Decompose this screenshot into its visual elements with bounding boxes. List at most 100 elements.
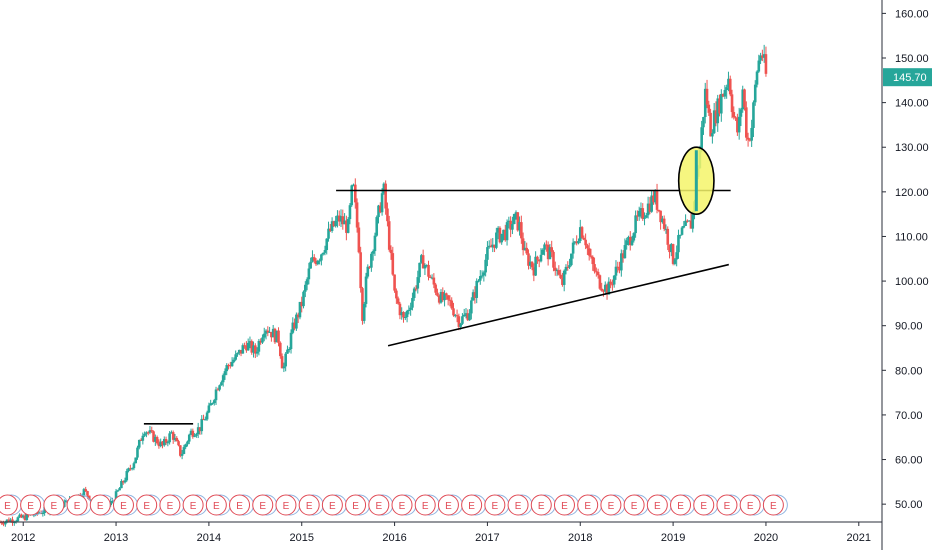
- earnings-marker[interactable]: E: [623, 494, 649, 516]
- candle-body: [186, 441, 189, 445]
- candle-body: [430, 277, 434, 279]
- earnings-marker-label: E: [97, 501, 104, 512]
- earnings-marker-circle: [437, 494, 459, 516]
- earnings-marker[interactable]: E: [321, 494, 347, 516]
- candle-body: [173, 437, 177, 440]
- candle-body: [555, 270, 559, 272]
- candle-body: [380, 193, 384, 213]
- earnings-marker[interactable]: E: [391, 494, 417, 516]
- candle-body: [561, 278, 564, 285]
- earnings-marker[interactable]: E: [739, 494, 765, 516]
- candle-body: [387, 221, 391, 250]
- earnings-marker[interactable]: E: [553, 494, 579, 516]
- last-price-tag: 145.70: [883, 68, 932, 87]
- earnings-marker[interactable]: E: [43, 494, 69, 516]
- candle-body: [611, 284, 614, 286]
- candle-body: [259, 340, 262, 343]
- candle-body: [680, 227, 684, 235]
- candle-body: [277, 330, 280, 343]
- earnings-marker[interactable]: E: [112, 494, 138, 516]
- candle-body: [493, 244, 496, 248]
- candle-body: [725, 87, 728, 90]
- earnings-marker[interactable]: E: [507, 494, 533, 516]
- candle-body: [478, 276, 482, 281]
- candle-body: [575, 241, 578, 244]
- earnings-marker[interactable]: E: [275, 494, 301, 516]
- candle-body: [284, 353, 287, 367]
- time-axis[interactable]: 2012 2013 2014 2015 2016 2017 2018 2019 2020 2021: [11, 522, 871, 544]
- candle-body: [425, 264, 429, 266]
- candle-body: [443, 293, 446, 301]
- candle-body: [386, 208, 389, 222]
- candle-body: [339, 216, 343, 222]
- earnings-marker[interactable]: E: [530, 494, 556, 516]
- x-tick-label: 2019: [661, 532, 685, 544]
- candle-body: [304, 284, 307, 292]
- earnings-marker-label: E: [468, 501, 475, 512]
- candle-body: [486, 247, 489, 260]
- candle-body: [711, 133, 714, 137]
- candle-body: [152, 431, 155, 442]
- earnings-marker[interactable]: E: [0, 494, 22, 516]
- support-trendline[interactable]: [387, 263, 729, 347]
- candle-body: [570, 253, 573, 266]
- earnings-marker[interactable]: E: [229, 494, 255, 516]
- earnings-marker-label: E: [51, 501, 58, 512]
- earnings-marker[interactable]: E: [368, 494, 394, 516]
- earnings-marker-label: E: [700, 501, 707, 512]
- candle-body: [295, 314, 298, 329]
- candle-body: [382, 183, 386, 194]
- earnings-marker-circle: [553, 494, 575, 516]
- earnings-marker[interactable]: E: [577, 494, 603, 516]
- candle-body: [264, 330, 268, 334]
- last-price-label: 145.70: [893, 72, 927, 84]
- earnings-marker[interactable]: E: [252, 494, 278, 516]
- candle-body: [86, 491, 89, 496]
- candle-body: [18, 514, 21, 518]
- candle-body: [752, 102, 755, 128]
- earnings-marker[interactable]: E: [345, 494, 371, 516]
- candle-body: [496, 227, 500, 233]
- candle-body: [366, 266, 370, 277]
- candle-body: [187, 434, 191, 442]
- candle-body: [423, 265, 427, 269]
- candle-body: [587, 248, 591, 256]
- candle-body: [512, 213, 516, 225]
- candle-body: [129, 468, 132, 470]
- earnings-marker-circle: [66, 494, 88, 516]
- candle-body: [412, 288, 416, 298]
- candle-body: [346, 219, 350, 233]
- earnings-marker[interactable]: E: [437, 494, 463, 516]
- candle-body: [639, 208, 643, 211]
- price-axis[interactable]: 50.00 60.00 70.00 80.00 90.00 100.00 110.00 120…: [882, 8, 929, 511]
- y-tick-label: 160.00: [895, 8, 929, 20]
- candle-body: [511, 224, 514, 230]
- candle-body: [225, 365, 229, 372]
- earnings-marker-circle: [414, 494, 436, 516]
- candle-body: [745, 107, 748, 138]
- candle-body: [686, 220, 689, 222]
- candle-body: [630, 240, 634, 246]
- candle-body: [616, 266, 620, 268]
- candle-body: [125, 471, 129, 481]
- candle-body: [516, 212, 520, 231]
- earnings-marker[interactable]: E: [136, 494, 162, 516]
- candle-body: [348, 205, 352, 220]
- earnings-marker[interactable]: E: [762, 494, 788, 516]
- candle-body: [643, 217, 646, 219]
- candle-body: [287, 349, 291, 351]
- candle-body: [662, 218, 666, 229]
- candle-body: [723, 89, 727, 97]
- earnings-marker-circle: [739, 494, 761, 516]
- candle-body: [453, 315, 457, 317]
- candle-body: [155, 437, 159, 444]
- earnings-marker[interactable]: E: [205, 494, 231, 516]
- earnings-marker-label: E: [445, 501, 452, 512]
- earnings-marker[interactable]: E: [89, 494, 115, 516]
- candle-body: [507, 220, 511, 223]
- candle-body: [273, 328, 277, 343]
- earnings-marker[interactable]: E: [182, 494, 208, 516]
- earnings-marker-label: E: [492, 501, 499, 512]
